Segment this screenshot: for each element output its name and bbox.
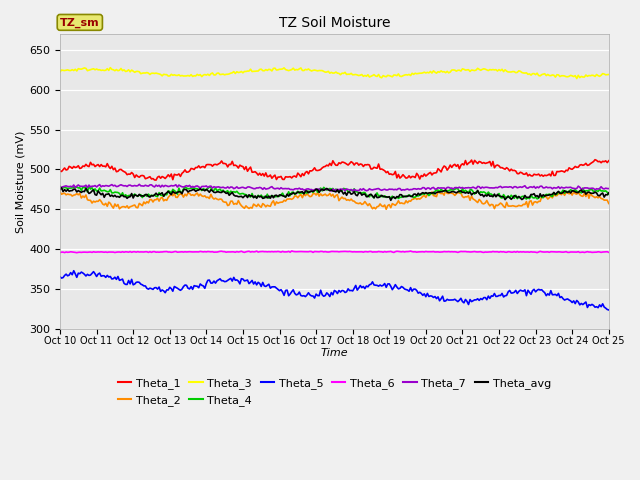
Theta_2 [158, 194, 166, 200]
Theta_5 [540, 288, 547, 294]
Theta_7 [328, 188, 335, 194]
X-axis label: Time: Time [321, 348, 348, 358]
Title: TZ Soil Moisture: TZ Soil Moisture [278, 16, 390, 30]
Theta_6 [605, 250, 612, 255]
Theta_5 [401, 286, 408, 292]
Line: Theta_3: Theta_3 [60, 68, 609, 79]
Theta_2 [605, 201, 612, 206]
Theta_avg [387, 197, 395, 203]
Theta_4 [401, 193, 408, 199]
Theta_3 [370, 72, 378, 78]
Theta_3 [56, 69, 64, 75]
Theta_5 [73, 275, 81, 280]
Line: Theta_4: Theta_4 [60, 186, 609, 199]
Theta_1 [540, 173, 547, 179]
Theta_5 [605, 307, 612, 313]
Line: Theta_7: Theta_7 [60, 184, 609, 191]
Theta_5 [70, 268, 77, 274]
Theta_avg [58, 185, 65, 191]
Theta_7 [136, 181, 143, 187]
Theta_1 [401, 173, 408, 179]
Theta_4 [72, 185, 79, 191]
Theta_3 [72, 66, 79, 72]
Theta_5 [160, 288, 168, 294]
Theta_3 [401, 72, 408, 78]
Theta_2 [56, 189, 64, 195]
Theta_7 [160, 184, 168, 190]
Line: Theta_1: Theta_1 [60, 160, 609, 180]
Theta_7 [402, 187, 410, 192]
Theta_4 [370, 195, 378, 201]
Theta_avg [160, 193, 168, 199]
Theta_2 [401, 201, 408, 206]
Theta_7 [72, 184, 79, 190]
Theta_4 [523, 196, 531, 202]
Theta_6 [73, 250, 81, 255]
Theta_1 [152, 177, 160, 183]
Theta_3 [106, 65, 114, 71]
Theta_2 [382, 206, 390, 212]
Theta_3 [605, 72, 612, 77]
Theta_3 [160, 72, 168, 77]
Theta_1 [72, 165, 79, 170]
Theta_avg [56, 187, 64, 192]
Theta_5 [370, 282, 378, 288]
Theta_4 [56, 183, 64, 189]
Theta_3 [388, 74, 396, 80]
Theta_2 [541, 193, 548, 199]
Theta_6 [541, 249, 548, 255]
Y-axis label: Soil Moisture (mV): Soil Moisture (mV) [15, 130, 25, 232]
Theta_1 [388, 172, 396, 178]
Legend: Theta_1, Theta_2, Theta_3, Theta_4, Theta_5, Theta_6, Theta_7, Theta_avg: Theta_1, Theta_2, Theta_3, Theta_4, Thet… [118, 378, 551, 406]
Theta_avg [541, 193, 548, 199]
Theta_7 [56, 184, 64, 190]
Theta_6 [288, 248, 296, 254]
Theta_avg [370, 195, 378, 201]
Theta_4 [85, 183, 93, 189]
Theta_3 [540, 71, 547, 77]
Text: TZ_sm: TZ_sm [60, 17, 100, 27]
Line: Theta_2: Theta_2 [60, 190, 609, 209]
Theta_6 [402, 249, 410, 254]
Theta_6 [72, 250, 79, 255]
Theta_4 [541, 192, 548, 198]
Theta_7 [390, 187, 397, 192]
Line: Theta_avg: Theta_avg [60, 188, 609, 200]
Theta_6 [160, 249, 168, 254]
Line: Theta_5: Theta_5 [60, 271, 609, 310]
Theta_avg [390, 194, 397, 200]
Theta_4 [160, 193, 168, 199]
Theta_avg [73, 189, 81, 195]
Theta_2 [369, 206, 376, 212]
Theta_6 [372, 249, 380, 255]
Theta_1 [56, 168, 64, 174]
Theta_7 [541, 185, 548, 191]
Theta_3 [573, 76, 580, 82]
Theta_1 [605, 158, 612, 164]
Theta_1 [160, 174, 168, 180]
Theta_1 [591, 157, 599, 163]
Theta_4 [605, 192, 612, 197]
Theta_5 [56, 274, 64, 280]
Theta_1 [370, 164, 378, 170]
Theta_2 [442, 187, 449, 193]
Theta_5 [388, 287, 396, 292]
Line: Theta_6: Theta_6 [60, 251, 609, 252]
Theta_7 [372, 186, 380, 192]
Theta_6 [56, 250, 64, 255]
Theta_avg [605, 190, 612, 196]
Theta_avg [402, 193, 410, 199]
Theta_4 [388, 193, 396, 199]
Theta_2 [388, 201, 396, 206]
Theta_7 [605, 186, 612, 192]
Theta_2 [72, 192, 79, 198]
Theta_6 [390, 250, 397, 255]
